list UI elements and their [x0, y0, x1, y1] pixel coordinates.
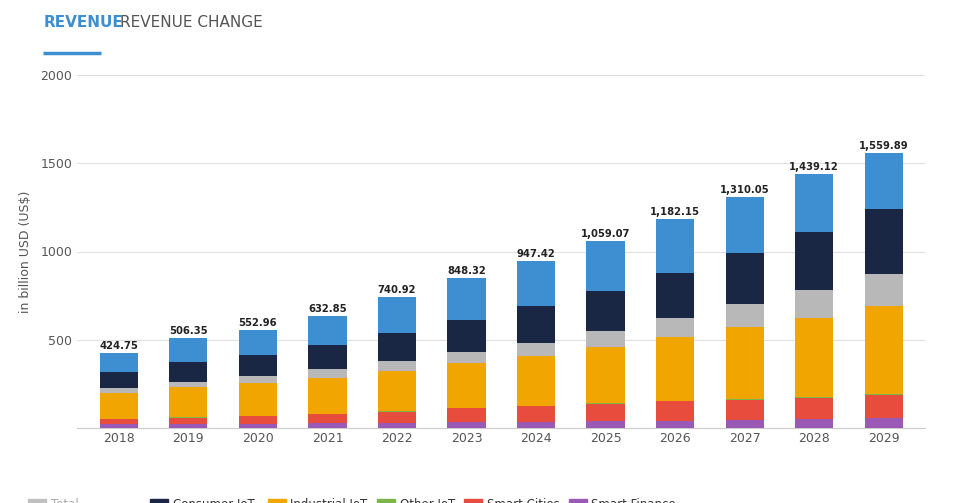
- Bar: [378, 371, 416, 411]
- Text: REVENUE CHANGE: REVENUE CHANGE: [120, 15, 263, 30]
- Bar: [726, 253, 763, 304]
- Bar: [656, 273, 694, 318]
- Bar: [447, 319, 486, 352]
- Bar: [447, 408, 486, 423]
- Bar: [170, 417, 207, 424]
- Bar: [656, 318, 694, 338]
- Bar: [656, 219, 694, 273]
- Bar: [99, 388, 138, 393]
- Bar: [447, 352, 486, 363]
- Bar: [378, 297, 416, 333]
- Bar: [170, 339, 207, 362]
- Text: 740.92: 740.92: [378, 285, 416, 295]
- Bar: [517, 261, 555, 306]
- Text: 632.85: 632.85: [308, 304, 347, 314]
- Bar: [239, 383, 277, 415]
- Bar: [517, 406, 555, 422]
- Bar: [865, 394, 903, 395]
- Text: 1,559.89: 1,559.89: [859, 141, 908, 151]
- Bar: [656, 338, 694, 401]
- Bar: [517, 343, 555, 356]
- Bar: [586, 331, 625, 347]
- Bar: [99, 372, 138, 388]
- Text: 506.35: 506.35: [169, 326, 207, 337]
- Bar: [586, 347, 625, 403]
- Bar: [308, 345, 347, 369]
- Bar: [656, 401, 694, 421]
- Text: 1,439.12: 1,439.12: [790, 162, 839, 172]
- Bar: [447, 423, 486, 428]
- Y-axis label: in billion USD (US$): in billion USD (US$): [19, 190, 32, 313]
- Bar: [586, 421, 625, 428]
- Bar: [795, 232, 833, 290]
- Bar: [865, 153, 903, 209]
- Text: 848.32: 848.32: [447, 266, 486, 276]
- Bar: [795, 174, 833, 232]
- Bar: [795, 397, 833, 419]
- Bar: [656, 421, 694, 428]
- Bar: [378, 411, 416, 423]
- Legend: Total, Automotive IoT, Consumer IoT, Healthcare IoT, Industrial IoT, Other IoT, : Total, Automotive IoT, Consumer IoT, Hea…: [24, 493, 681, 503]
- Bar: [517, 422, 555, 428]
- Bar: [726, 327, 763, 399]
- Bar: [308, 316, 347, 345]
- Bar: [239, 376, 277, 383]
- Text: 1,310.05: 1,310.05: [720, 185, 769, 195]
- Bar: [447, 363, 486, 407]
- Bar: [795, 290, 833, 317]
- Bar: [865, 274, 903, 306]
- Bar: [586, 291, 625, 331]
- Bar: [378, 423, 416, 428]
- Bar: [795, 317, 833, 397]
- Bar: [99, 393, 138, 418]
- Bar: [795, 419, 833, 428]
- Bar: [447, 407, 486, 408]
- Bar: [239, 424, 277, 428]
- Text: 1,059.07: 1,059.07: [581, 229, 630, 239]
- Bar: [865, 395, 903, 418]
- Bar: [239, 416, 277, 424]
- Bar: [517, 356, 555, 406]
- Bar: [517, 306, 555, 343]
- Bar: [308, 423, 347, 428]
- Bar: [170, 387, 207, 417]
- Bar: [378, 333, 416, 361]
- Bar: [308, 369, 347, 378]
- Text: 552.96: 552.96: [239, 318, 278, 328]
- Bar: [170, 382, 207, 387]
- Bar: [865, 418, 903, 428]
- Text: 424.75: 424.75: [99, 341, 138, 351]
- Bar: [726, 420, 763, 428]
- Bar: [586, 241, 625, 291]
- Text: 1,182.15: 1,182.15: [650, 207, 700, 217]
- Bar: [239, 355, 277, 376]
- Bar: [170, 362, 207, 382]
- Bar: [99, 419, 138, 425]
- Bar: [586, 403, 625, 421]
- Text: 947.42: 947.42: [517, 248, 555, 259]
- Text: REVENUE: REVENUE: [43, 15, 123, 30]
- Bar: [726, 197, 763, 253]
- Bar: [726, 399, 763, 420]
- Bar: [447, 278, 486, 319]
- Bar: [378, 361, 416, 371]
- Bar: [865, 306, 903, 394]
- Bar: [865, 209, 903, 274]
- Bar: [170, 424, 207, 428]
- Bar: [99, 353, 138, 372]
- Bar: [99, 425, 138, 428]
- Bar: [239, 330, 277, 355]
- Bar: [308, 414, 347, 423]
- Bar: [308, 378, 347, 413]
- Bar: [726, 304, 763, 327]
